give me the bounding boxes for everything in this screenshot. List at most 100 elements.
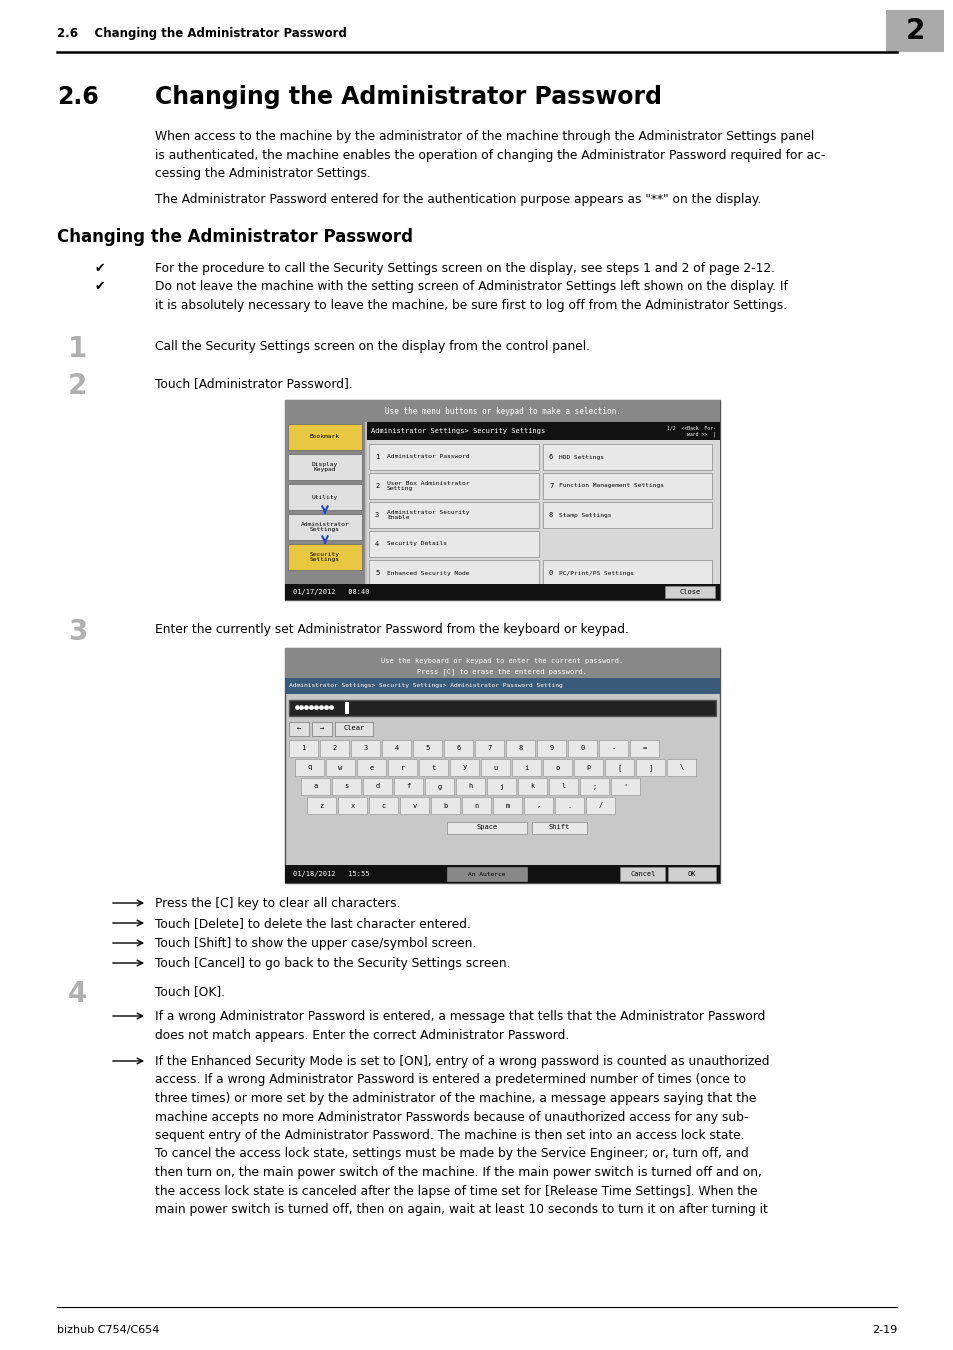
Text: 5: 5 xyxy=(425,745,429,752)
Text: c: c xyxy=(381,802,385,809)
Bar xyxy=(285,648,720,883)
Bar xyxy=(523,796,553,814)
Bar xyxy=(424,778,454,795)
Bar xyxy=(312,722,332,736)
Text: =: = xyxy=(641,745,646,752)
Bar xyxy=(369,472,538,499)
Text: Do not leave the machine with the setting screen of Administrator Settings left : Do not leave the machine with the settin… xyxy=(154,279,787,312)
Bar xyxy=(567,740,597,757)
Bar xyxy=(367,423,720,440)
Bar xyxy=(447,822,526,834)
Text: 1: 1 xyxy=(375,454,379,460)
Bar xyxy=(486,778,516,795)
Bar xyxy=(345,702,349,714)
Text: Touch [Administrator Password].: Touch [Administrator Password]. xyxy=(154,377,353,390)
Text: 9: 9 xyxy=(549,745,553,752)
Text: Function Management Settings: Function Management Settings xyxy=(558,483,663,489)
Bar xyxy=(335,722,373,736)
Bar xyxy=(517,778,546,795)
Bar xyxy=(542,502,711,528)
Text: r: r xyxy=(400,764,404,771)
Text: k: k xyxy=(530,783,534,790)
Text: ,: , xyxy=(536,802,540,809)
Text: Bookmark: Bookmark xyxy=(310,435,339,440)
Text: Cancel: Cancel xyxy=(630,871,655,878)
Text: 8: 8 xyxy=(517,745,522,752)
Text: s: s xyxy=(344,783,348,790)
Text: Clear: Clear xyxy=(343,725,364,730)
Text: Touch [Cancel] to go back to the Security Settings screen.: Touch [Cancel] to go back to the Securit… xyxy=(154,957,510,971)
Text: z: z xyxy=(319,802,323,809)
Text: The Administrator Password entered for the authentication purpose appears as "**: The Administrator Password entered for t… xyxy=(154,193,760,207)
Text: Security Details: Security Details xyxy=(387,541,447,547)
Text: Use the keyboard or keypad to enter the current password.: Use the keyboard or keypad to enter the … xyxy=(381,657,623,664)
Text: Press [C] to erase the entered password.: Press [C] to erase the entered password. xyxy=(417,668,587,675)
Bar xyxy=(418,759,448,776)
Text: Changing the Administrator Password: Changing the Administrator Password xyxy=(57,228,413,246)
Bar xyxy=(332,778,360,795)
Text: Touch [Delete] to delete the last character entered.: Touch [Delete] to delete the last charac… xyxy=(154,917,471,930)
Bar xyxy=(666,759,696,776)
Bar xyxy=(367,440,720,585)
Text: If a wrong Administrator Password is entered, a message that tells that the Admi: If a wrong Administrator Password is ent… xyxy=(154,1010,764,1041)
Bar xyxy=(289,722,309,736)
Text: ✔: ✔ xyxy=(95,279,106,293)
Text: When access to the machine by the administrator of the machine through the Admin: When access to the machine by the admini… xyxy=(154,130,824,180)
Text: \: \ xyxy=(679,764,683,771)
Bar xyxy=(307,796,335,814)
Bar xyxy=(629,740,659,757)
Text: 6: 6 xyxy=(456,745,460,752)
Bar xyxy=(289,701,716,716)
Bar xyxy=(505,740,535,757)
Bar xyxy=(542,444,711,470)
Bar xyxy=(388,759,416,776)
Bar xyxy=(288,424,361,450)
Bar xyxy=(493,796,521,814)
Bar xyxy=(285,865,720,883)
Bar xyxy=(431,796,459,814)
Text: Touch [OK].: Touch [OK]. xyxy=(154,986,225,998)
Bar xyxy=(285,585,720,599)
Text: User Box Administrator
Setting: User Box Administrator Setting xyxy=(387,481,469,491)
Bar xyxy=(363,778,392,795)
Text: 8: 8 xyxy=(548,512,553,518)
Text: 6: 6 xyxy=(548,454,553,460)
Bar xyxy=(289,740,317,757)
Bar xyxy=(288,454,361,481)
Bar xyxy=(610,778,639,795)
Bar xyxy=(288,544,361,570)
Bar xyxy=(356,759,386,776)
Bar xyxy=(369,796,397,814)
Bar xyxy=(288,514,361,540)
Text: 0: 0 xyxy=(548,570,553,576)
Text: PC/Print/PS Settings: PC/Print/PS Settings xyxy=(558,571,634,575)
Text: f: f xyxy=(406,783,410,790)
Text: Stamp Settings: Stamp Settings xyxy=(558,513,611,517)
Text: Enhanced Security Mode: Enhanced Security Mode xyxy=(387,571,469,575)
Text: Enter the currently set Administrator Password from the keyboard or keypad.: Enter the currently set Administrator Pa… xyxy=(154,622,628,636)
Text: j: j xyxy=(498,783,503,790)
Bar xyxy=(413,740,441,757)
Text: /: / xyxy=(598,802,602,809)
Text: 01/18/2012   15:55: 01/18/2012 15:55 xyxy=(293,871,369,878)
Bar xyxy=(461,796,491,814)
Text: bizhub C754/C654: bizhub C754/C654 xyxy=(57,1324,159,1335)
Bar xyxy=(369,444,538,470)
Text: m: m xyxy=(505,802,509,809)
Text: 2: 2 xyxy=(332,745,336,752)
Bar xyxy=(285,400,720,423)
Text: ●●●●●●●●: ●●●●●●●● xyxy=(294,703,335,713)
Text: 0: 0 xyxy=(579,745,584,752)
Bar xyxy=(456,778,484,795)
Bar xyxy=(537,740,565,757)
Text: An Auterce: An Auterce xyxy=(468,872,505,876)
Text: Shift: Shift xyxy=(548,824,569,830)
Text: Space: Space xyxy=(476,824,497,830)
Text: 5: 5 xyxy=(375,570,379,576)
Text: h: h xyxy=(468,783,472,790)
Text: Administrator
Settings: Administrator Settings xyxy=(300,521,349,532)
Bar xyxy=(532,822,586,834)
Text: 4: 4 xyxy=(68,980,88,1008)
Text: q: q xyxy=(307,764,312,771)
Text: For the procedure to call the Security Settings screen on the display, see steps: For the procedure to call the Security S… xyxy=(154,262,774,275)
